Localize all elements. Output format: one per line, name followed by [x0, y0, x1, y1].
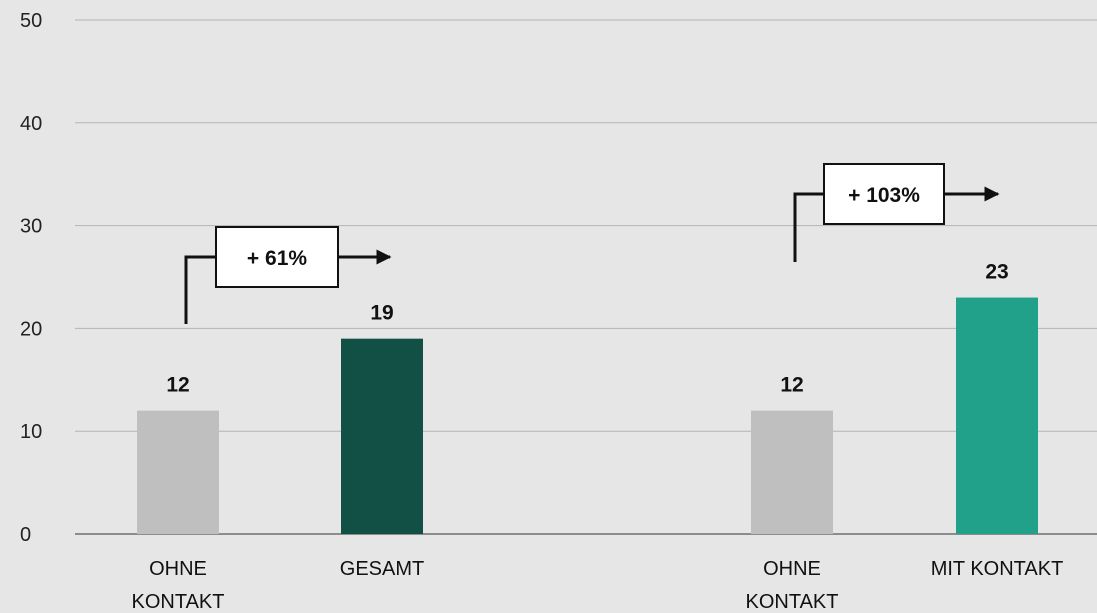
data-label: 19 — [370, 302, 393, 325]
x-tick-label: KONTAKT — [132, 591, 225, 613]
data-label: 23 — [985, 261, 1008, 284]
data-label: 12 — [780, 374, 803, 397]
bar — [751, 410, 833, 534]
y-tick-label: 30 — [20, 216, 42, 238]
x-tick-label: OHNE — [149, 558, 207, 580]
callout-box — [215, 226, 339, 288]
y-tick-label: 10 — [20, 421, 42, 443]
data-label: 12 — [166, 374, 189, 397]
bar — [137, 410, 219, 534]
x-tick-label: GESAMT — [340, 558, 424, 580]
y-tick-label: 50 — [20, 10, 42, 32]
y-tick-label: 20 — [20, 318, 42, 340]
callout-label: + 103% — [848, 184, 920, 207]
x-tick-label: KONTAKT — [746, 591, 839, 613]
bar — [341, 338, 423, 534]
callout-connector — [793, 192, 824, 262]
callout-box — [823, 163, 945, 225]
x-tick-label: OHNE — [763, 558, 821, 580]
callout-connector — [184, 255, 216, 324]
y-tick-label: 0 — [20, 524, 31, 546]
x-tick-label: MIT KONTAKT — [931, 558, 1064, 580]
y-tick-label: 40 — [20, 113, 42, 135]
bar — [956, 297, 1038, 534]
callout-label: + 61% — [247, 247, 307, 270]
